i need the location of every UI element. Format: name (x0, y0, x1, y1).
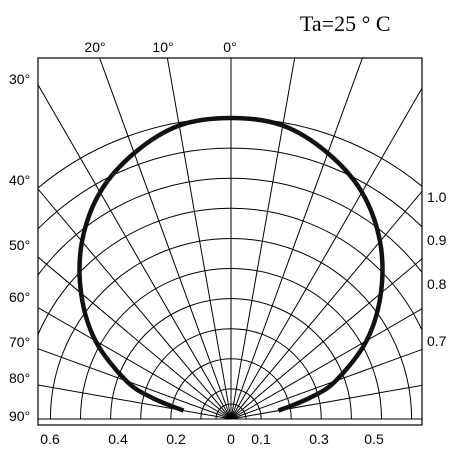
left-angle-tick-label: 40° (9, 172, 30, 188)
angle-ray (166, 58, 232, 420)
left-angle-tick-label: 60° (9, 289, 30, 305)
bottom-tick-label: 0.5 (364, 431, 384, 447)
angle-ray (230, 58, 363, 420)
bottom-tick-label: 0.3 (309, 431, 329, 447)
bottom-tick-label: 0.2 (166, 431, 186, 447)
plot-area (37, 57, 423, 426)
bottom-tick-label: 0.6 (40, 431, 60, 447)
bottom-tick-label: 0 (227, 431, 235, 447)
chart-title: Ta=25 ° C (300, 11, 391, 36)
left-angle-tick-label: 70° (9, 334, 30, 350)
bottom-tick-label: 0.4 (108, 431, 128, 447)
angle-ray (38, 188, 232, 420)
plot-frame (37, 57, 423, 426)
right-radius-tick-label: 0.9 (427, 232, 447, 248)
angle-ray (38, 256, 232, 420)
left-angle-tick-label: 90° (9, 408, 30, 424)
angle-ray (38, 348, 232, 420)
intensity-curve (77, 115, 385, 413)
right-radius-tick-label: 0.7 (427, 333, 447, 349)
left-angle-tick-label: 30° (9, 71, 30, 87)
right-radius-tick-label: 0.8 (427, 276, 447, 292)
angle-ray (38, 306, 232, 420)
right-radius-tick-label: 1.0 (427, 189, 447, 205)
angle-ray (230, 190, 422, 420)
angle-ray (230, 58, 296, 420)
angle-ray (38, 83, 232, 420)
top-angle-tick-label: 0° (223, 39, 236, 55)
angle-ray (230, 384, 422, 420)
angle-ray (230, 87, 422, 420)
left-angle-tick-label: 50° (9, 237, 30, 253)
polar-grid (38, 58, 422, 420)
top-angle-tick-label: 20° (84, 39, 105, 55)
angle-ray (38, 384, 232, 420)
angle-ray (230, 308, 422, 420)
top-angle-tick-label: 10° (152, 39, 173, 55)
angle-ray (99, 58, 232, 420)
bottom-tick-label: 0.1 (251, 431, 271, 447)
angle-ray (230, 348, 422, 420)
angle-ray (230, 258, 422, 420)
left-angle-tick-label: 80° (9, 370, 30, 386)
tick-labels: 20° 10° 0° 30° 40° 50° 60° 70° 80° 90° 1.0 0.9 0.8 0.… (9, 39, 447, 447)
